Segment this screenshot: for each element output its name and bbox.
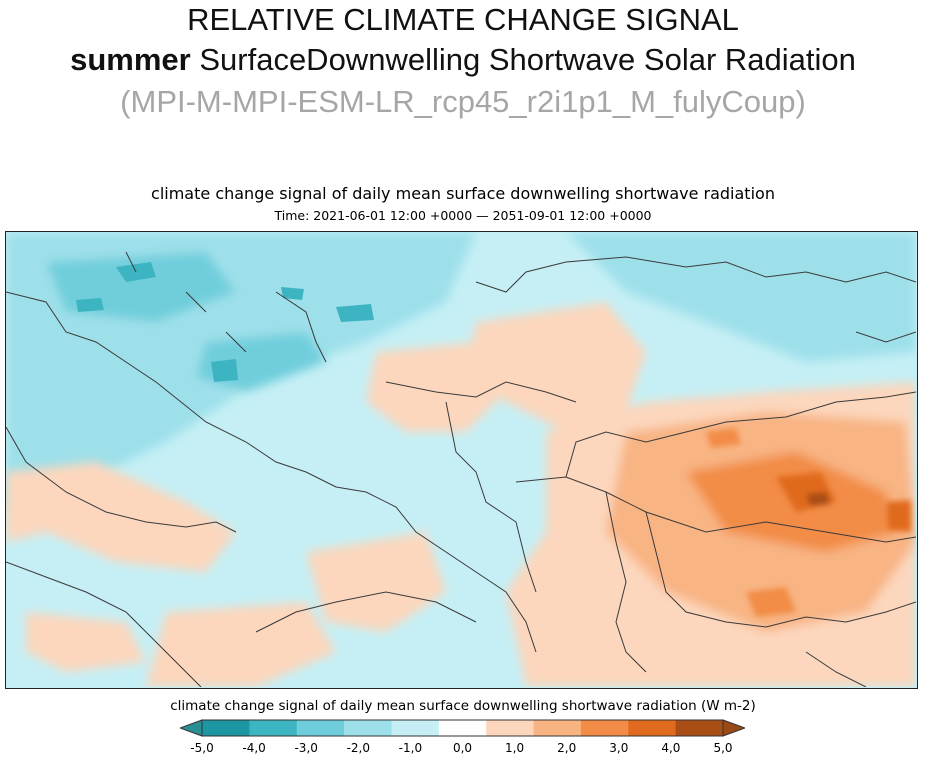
colorbar-outline [201, 719, 724, 737]
positive-signal-region [6, 302, 916, 687]
colorbar-segment [486, 720, 535, 736]
colorbar-tick-label: -5,0 [190, 741, 214, 755]
colorbar-tick-label: -3,0 [294, 741, 318, 755]
map-panel [5, 231, 918, 689]
colorbar-tick-label: -4,0 [242, 741, 266, 755]
colorbar-tick-label: -1,0 [398, 741, 423, 755]
colorbar-over-arrow [722, 719, 745, 737]
colorbar-tick-label: -2,0 [346, 741, 371, 755]
colorbar-tick-label: 0,0 [452, 741, 473, 755]
colorbar-tick-label: 1,0 [505, 741, 525, 755]
colorbar-segment [533, 720, 582, 736]
colorbar-tick-label: 4,0 [661, 741, 681, 755]
colorbar-segment [438, 720, 487, 736]
variable-title: summer SurfaceDownwelling Shortwave Sola… [0, 40, 926, 80]
colorbar-tick-label: 5,0 [713, 741, 733, 755]
colorbar-under-arrow [180, 719, 203, 737]
map-time-range: Time: 2021-06-01 12:00 +0000 — 2051-09-0… [274, 208, 652, 223]
map-title: climate change signal of daily mean surf… [151, 184, 775, 203]
slide-title: RELATIVE CLIMATE CHANGE SIGNAL [187, 2, 739, 37]
strong-negative-patches [76, 262, 374, 382]
season-label: summer [70, 42, 191, 77]
colorbar-label: climate change signal of daily mean surf… [170, 698, 756, 714]
colorbar-segment [580, 720, 629, 736]
colorbar-segment [202, 720, 250, 736]
strong-positive-patches [706, 428, 911, 617]
colorbar-ticks: -5,0 -4,0 -3,0 -2,0 -1,0 0,0 1,0 2,0 3,0 4,0 5,0 [0, 741, 926, 759]
colorbar-segment [296, 720, 345, 736]
colorbar-tick-label: 2,0 [557, 741, 577, 755]
map-field [6, 232, 916, 687]
colorbar-segment [391, 720, 440, 736]
colorbar-segment [344, 720, 392, 736]
colorbar [180, 719, 745, 737]
coastlines-and-borders [6, 251, 916, 687]
colorbar-segment [249, 720, 298, 736]
variable-name: SurfaceDownwelling Shortwave Solar Radia… [190, 42, 856, 77]
colorbar-tick-label: 3,0 [609, 741, 629, 755]
model-run-label: (MPI-M-MPI-ESM-LR_rcp45_r2i1p1_M_fulyCou… [120, 84, 806, 119]
negative-signal-region [6, 232, 916, 512]
colorbar-segment [675, 720, 724, 736]
colorbar-segment [628, 720, 677, 736]
